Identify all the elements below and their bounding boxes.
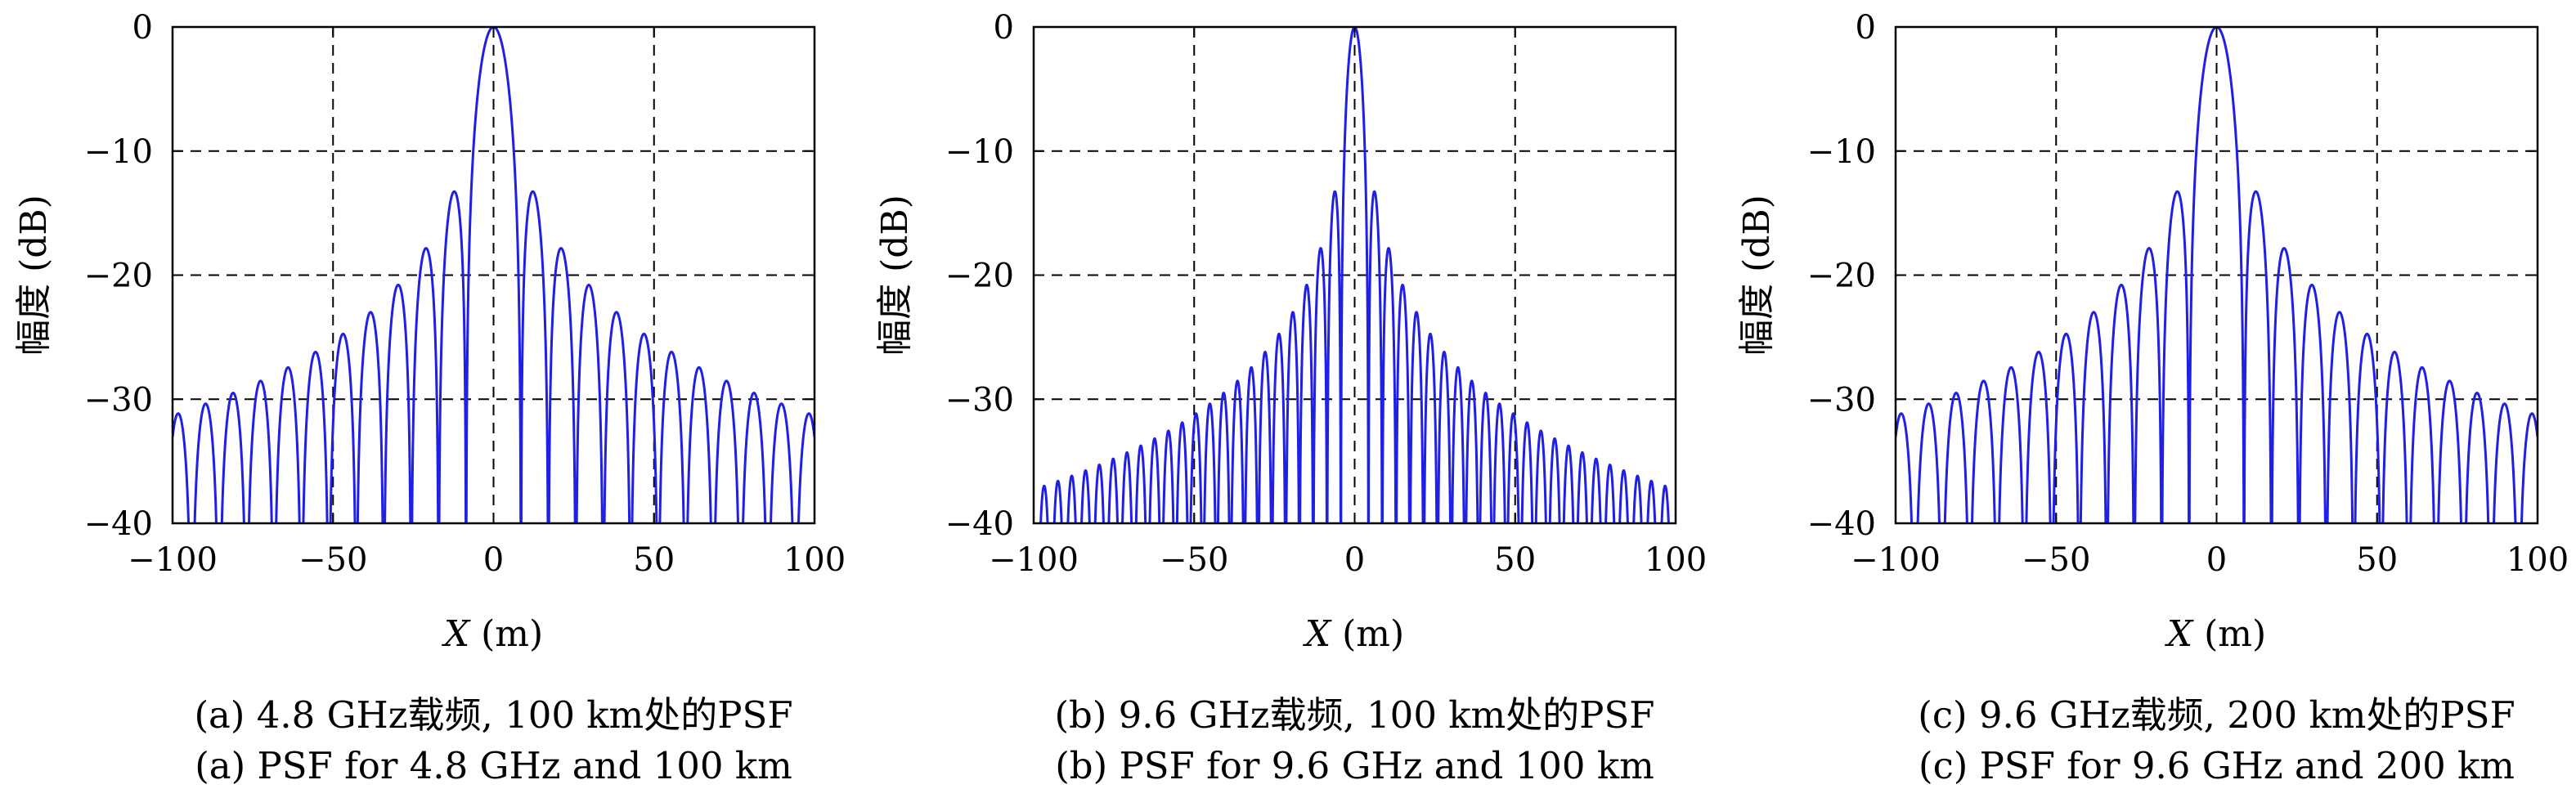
x-tick-label: −100 <box>128 541 218 579</box>
y-tick-label: 0 <box>994 9 1014 47</box>
x-axis-label: X (m) <box>1303 613 1404 655</box>
chart-panel-a: −100 −50 0 50 100 0 −10 −20 −30 −40 X (m) 幅度 (dB) (a… <box>13 9 846 787</box>
caption-zh: (c) 9.6 GHz载频, 200 km处的PSF <box>1918 693 2515 737</box>
y-tick-label: −10 <box>945 133 1014 171</box>
psf-curve <box>1896 27 2538 523</box>
x-tick-label: −50 <box>2022 541 2090 579</box>
y-tick-label: −20 <box>1807 258 1876 295</box>
y-tick-label: −10 <box>1807 133 1876 171</box>
x-tick-label: 0 <box>2206 541 2227 579</box>
caption-en: (b) PSF for 9.6 GHz and 100 km <box>1055 744 1654 787</box>
y-axis-label: 幅度 (dB) <box>13 195 55 356</box>
y-axis-label: 幅度 (dB) <box>1736 195 1778 356</box>
x-tick-label: 50 <box>1494 541 1536 579</box>
y-tick-label: −30 <box>1807 381 1876 419</box>
x-tick-label: 100 <box>783 541 846 579</box>
y-tick-label: −10 <box>84 133 153 171</box>
x-tick-label: −50 <box>1160 541 1228 579</box>
caption-en: (c) PSF for 9.6 GHz and 200 km <box>1919 744 2515 787</box>
x-tick-label: −100 <box>1851 541 1941 579</box>
x-tick-label: 0 <box>1344 541 1365 579</box>
y-tick-label: 0 <box>132 9 153 47</box>
y-axis-label: 幅度 (dB) <box>874 195 916 356</box>
x-axis-label-var: X <box>2165 613 2194 655</box>
x-axis-label: X (m) <box>2165 613 2266 655</box>
caption-zh: (b) 9.6 GHz载频, 100 km处的PSF <box>1054 693 1654 737</box>
caption-en: (a) PSF for 4.8 GHz and 100 km <box>195 744 792 787</box>
x-tick-label: −50 <box>298 541 367 579</box>
y-tick-label: −20 <box>84 258 153 295</box>
psf-curve <box>1039 27 1670 523</box>
x-tick-label: 50 <box>2356 541 2398 579</box>
y-tick-label: −30 <box>84 381 153 419</box>
x-tick-label: −100 <box>989 541 1079 579</box>
x-tick-label: 50 <box>633 541 675 579</box>
y-tick-label: −30 <box>945 381 1014 419</box>
x-axis-label: X (m) <box>442 613 543 655</box>
y-tick-label: −40 <box>945 505 1014 543</box>
y-tick-label: 0 <box>1856 9 1876 47</box>
x-axis-label-var: X <box>1303 613 1332 655</box>
y-tick-label: −20 <box>945 258 1014 295</box>
chart-panel-b: −100 −50 0 50 100 0 −10 −20 −30 −40 X (m) 幅度 (dB) (b… <box>874 9 1707 787</box>
x-axis-label-unit: (m) <box>2192 613 2266 655</box>
x-tick-label: 100 <box>2506 541 2569 579</box>
x-tick-label: 100 <box>1645 541 1707 579</box>
caption-zh: (a) 4.8 GHz载频, 100 km处的PSF <box>194 693 792 737</box>
x-axis-label-unit: (m) <box>469 613 543 655</box>
y-tick-label: −40 <box>84 505 153 543</box>
psf-curve <box>173 27 815 523</box>
x-axis-label-unit: (m) <box>1331 613 1404 655</box>
chart-panel-c: −100 −50 0 50 100 0 −10 −20 −30 −40 X (m) 幅度 (dB) (c… <box>1736 9 2569 787</box>
x-axis-label-var: X <box>442 613 471 655</box>
y-tick-label: −40 <box>1807 505 1876 543</box>
x-tick-label: 0 <box>483 541 504 579</box>
